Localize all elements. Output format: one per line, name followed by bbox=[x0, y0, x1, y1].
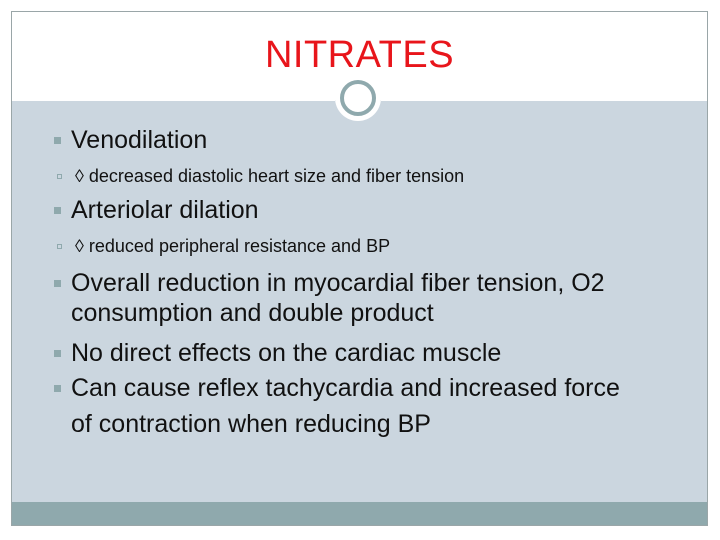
bullet-venodilation: Venodilation bbox=[71, 126, 208, 154]
hollow-square-bullet-icon bbox=[57, 174, 62, 179]
square-bullet-icon bbox=[54, 385, 61, 392]
square-bullet-icon bbox=[54, 207, 61, 214]
bullet-reflex-tachycardia-line-2: of contraction when reducing BP bbox=[71, 410, 431, 438]
sub-bullet-venodilation: ◊ decreased diastolic heart size and fib… bbox=[75, 166, 465, 186]
bullet-arteriolar-dilation: Arteriolar dilation bbox=[71, 196, 259, 224]
square-bullet-icon bbox=[54, 137, 61, 144]
bullet-overall-reduction-line-1: Overall reduction in myocardial fiber te… bbox=[71, 269, 605, 297]
content-panel bbox=[12, 100, 707, 503]
square-bullet-icon bbox=[54, 280, 61, 287]
divider-line-left bbox=[12, 99, 335, 101]
bullet-reflex-tachycardia-line-1: Can cause reflex tachycardia and increas… bbox=[71, 374, 620, 402]
bullet-no-direct-effects: No direct effects on the cardiac muscle bbox=[71, 339, 502, 367]
square-bullet-icon bbox=[54, 350, 61, 357]
sub-bullet-arteriolar: ◊ reduced peripheral resistance and BP bbox=[75, 236, 391, 256]
footer-bar bbox=[12, 502, 707, 525]
ring-circle-icon bbox=[340, 80, 376, 116]
divider-line-right bbox=[381, 99, 707, 101]
bullet-overall-reduction-line-2: consumption and double product bbox=[71, 299, 434, 327]
hollow-square-bullet-icon bbox=[57, 244, 62, 249]
slide-title: NITRATES bbox=[264, 34, 455, 76]
